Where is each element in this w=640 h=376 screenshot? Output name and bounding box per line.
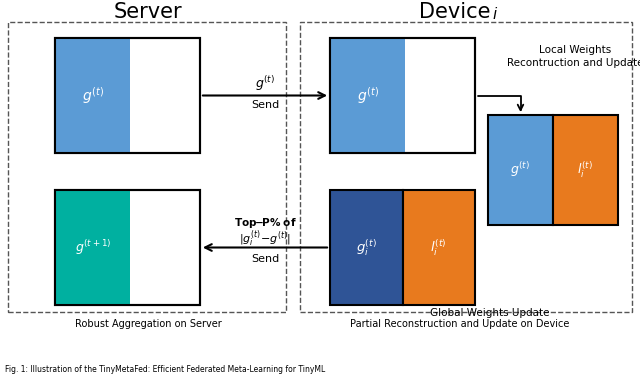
Bar bbox=[8, 22, 286, 312]
Text: $i$: $i$ bbox=[492, 6, 498, 22]
Text: Send: Send bbox=[251, 255, 279, 264]
Text: Fig. 1: Illustration of the TinyMetaFed: Efficient Federated Meta-Learning for T: Fig. 1: Illustration of the TinyMetaFed:… bbox=[5, 365, 325, 374]
Text: $g^{(t)}$: $g^{(t)}$ bbox=[82, 85, 104, 106]
Text: Partial Reconstruction and Update on Device: Partial Reconstruction and Update on Dev… bbox=[350, 319, 570, 329]
Text: $|g_i^{(t)}\!-\!g^{(t)}|$: $|g_i^{(t)}\!-\!g^{(t)}|$ bbox=[239, 228, 291, 249]
Bar bbox=[55, 190, 200, 305]
Text: Send: Send bbox=[251, 100, 279, 111]
Bar bbox=[300, 22, 632, 312]
Bar bbox=[488, 115, 553, 225]
Bar bbox=[330, 190, 403, 305]
Text: Global Weights Update: Global Weights Update bbox=[430, 308, 550, 318]
Bar bbox=[330, 38, 475, 153]
Bar bbox=[55, 190, 131, 305]
Bar bbox=[330, 38, 475, 153]
Text: $\mathbf{Top\!\!-\!\!P\%}$$\mathbf{\ of}$: $\mathbf{Top\!\!-\!\!P\%}$$\mathbf{\ of}… bbox=[234, 215, 296, 229]
Text: $g^{(t)}$: $g^{(t)}$ bbox=[356, 85, 379, 106]
Bar bbox=[55, 38, 200, 153]
Text: Device: Device bbox=[419, 2, 491, 22]
Text: Robust Aggregation on Server: Robust Aggregation on Server bbox=[75, 319, 221, 329]
Text: Recontruction and Update: Recontruction and Update bbox=[507, 58, 640, 68]
Bar bbox=[403, 190, 475, 305]
Bar bbox=[55, 38, 131, 153]
Text: $g^{(t)}$: $g^{(t)}$ bbox=[511, 161, 531, 179]
Bar bbox=[330, 38, 405, 153]
Bar bbox=[55, 190, 200, 305]
Text: $l_i^{(t)}$: $l_i^{(t)}$ bbox=[431, 237, 447, 258]
Text: Local Weights: Local Weights bbox=[539, 45, 611, 55]
Text: $g^{(t)}$: $g^{(t)}$ bbox=[255, 74, 275, 93]
Text: $l_i^{(t)}$: $l_i^{(t)}$ bbox=[577, 160, 593, 180]
Bar bbox=[55, 38, 200, 153]
Bar bbox=[553, 115, 618, 225]
Text: $g^{(t+1)}$: $g^{(t+1)}$ bbox=[74, 238, 111, 257]
Text: Server: Server bbox=[114, 2, 182, 22]
Text: $g_i^{(t)}$: $g_i^{(t)}$ bbox=[356, 237, 377, 258]
